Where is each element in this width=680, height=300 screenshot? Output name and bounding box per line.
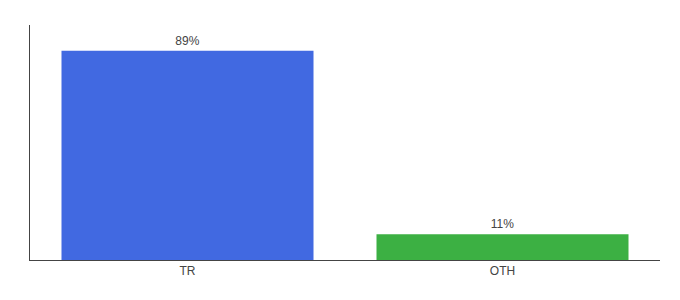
svg-text:OTH: OTH [490, 264, 515, 278]
svg-text:89%: 89% [175, 34, 199, 48]
svg-text:11%: 11% [491, 217, 514, 231]
svg-text:TR: TR [180, 264, 196, 278]
